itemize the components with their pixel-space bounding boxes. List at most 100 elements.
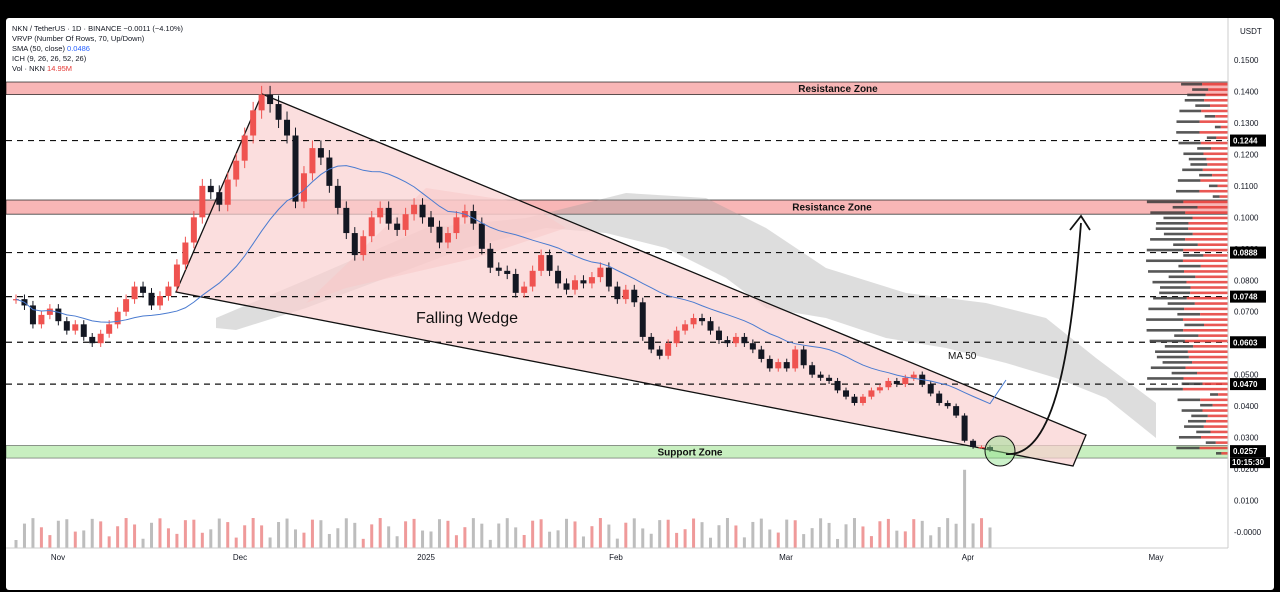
y-tick-label: 0.1000 bbox=[1234, 213, 1259, 222]
vrvp-down-51 bbox=[1177, 179, 1201, 182]
vrvp-down-37 bbox=[1183, 254, 1204, 257]
candle-body bbox=[529, 270, 536, 287]
volume-bar bbox=[641, 528, 645, 548]
vrvp-up-11 bbox=[1218, 393, 1228, 396]
vrvp-down-47 bbox=[1146, 200, 1184, 204]
vrvp-down-36 bbox=[1146, 259, 1183, 263]
volume-bar bbox=[624, 522, 628, 548]
volume-bar bbox=[836, 538, 840, 548]
vrvp-up-22 bbox=[1198, 334, 1228, 337]
volume-bar bbox=[454, 535, 458, 548]
vrvp-up-69 bbox=[1202, 82, 1228, 86]
candle-body bbox=[444, 233, 451, 243]
candle-body bbox=[55, 308, 62, 322]
price-tag-1: 0.1244 bbox=[1230, 134, 1266, 147]
candle-body bbox=[758, 349, 765, 359]
vrvp-down-13 bbox=[1181, 382, 1203, 386]
price-tag-text: 0.0470 bbox=[1233, 380, 1258, 389]
volume-bar bbox=[412, 518, 416, 548]
vrvp-down-6 bbox=[1188, 419, 1207, 423]
vrvp-down-19 bbox=[1155, 350, 1188, 353]
vrvp-down-43 bbox=[1156, 222, 1189, 225]
vrvp-up-40 bbox=[1185, 238, 1228, 241]
vrvp-up-57 bbox=[1211, 147, 1228, 150]
volume-bar bbox=[446, 520, 450, 548]
candle-body bbox=[63, 321, 70, 331]
vrvp-up-50 bbox=[1217, 184, 1228, 188]
volume-bar bbox=[293, 529, 297, 548]
vrvp-down-20 bbox=[1164, 345, 1194, 348]
price-chart[interactable]: Resistance Zone Resistance Zone Support Zo… bbox=[6, 18, 1274, 570]
volume-bar bbox=[150, 522, 154, 548]
vrvp-line: VRVP (Number Of Rows, 70, Up/Down) bbox=[12, 34, 145, 43]
volume-bar bbox=[243, 525, 247, 548]
candle-body bbox=[106, 324, 113, 334]
candle-body bbox=[910, 374, 917, 378]
candle-body bbox=[605, 267, 612, 287]
y-tick-label: 0.1400 bbox=[1234, 87, 1259, 96]
falling-wedge bbox=[175, 93, 1087, 467]
candle-body bbox=[936, 393, 943, 403]
price-tag-text: 0.1244 bbox=[1233, 137, 1258, 146]
candle-body bbox=[614, 286, 621, 300]
vrvp-down-44 bbox=[1163, 216, 1193, 220]
vrvp-down-10 bbox=[1177, 398, 1201, 402]
indicator-legend: NKN / TetherUS · 1D · BINANCE −0.0011 (−… bbox=[12, 24, 183, 74]
candle-body bbox=[665, 343, 672, 356]
candle-body bbox=[300, 173, 307, 202]
candle-body bbox=[241, 135, 248, 161]
volume-bar bbox=[971, 523, 975, 548]
vrvp-up-46 bbox=[1197, 205, 1228, 209]
volume-bar bbox=[124, 518, 128, 548]
vrvp-down-34 bbox=[1148, 270, 1185, 273]
candle-body bbox=[817, 374, 824, 378]
vrvp-up-53 bbox=[1202, 168, 1228, 172]
volume-bar bbox=[658, 520, 662, 548]
volume-bar bbox=[539, 519, 543, 548]
candle-body bbox=[732, 336, 739, 344]
volume-bar bbox=[793, 520, 797, 548]
vrvp-down-29 bbox=[1153, 296, 1187, 300]
price-tag-bg bbox=[1230, 290, 1266, 303]
vrvp-up-65 bbox=[1210, 104, 1228, 107]
volume-bar bbox=[785, 519, 789, 548]
volume-bar bbox=[277, 522, 281, 548]
vrvp-down-60 bbox=[1176, 131, 1200, 134]
tradingview-label: TradingView bbox=[19, 576, 69, 586]
vrvp-up-18 bbox=[1188, 355, 1228, 359]
cloud-band bbox=[216, 193, 1156, 438]
volume-bar bbox=[395, 536, 399, 548]
candle-body bbox=[148, 292, 155, 306]
volume-bar bbox=[378, 518, 382, 548]
candle-body bbox=[588, 277, 595, 284]
time-axis: Nov Dec 2025 Feb Mar Apr May bbox=[6, 547, 1228, 562]
y-tick-label: 0.0700 bbox=[1234, 308, 1259, 317]
candle-body bbox=[478, 223, 485, 249]
volume-bar bbox=[175, 533, 179, 548]
resistance-zone-1 bbox=[6, 81, 1229, 96]
vrvp-down-67 bbox=[1187, 93, 1206, 97]
vrvp-down-58 bbox=[1178, 141, 1201, 145]
vrvp-up-12 bbox=[1182, 387, 1228, 391]
vrvp-down-56 bbox=[1183, 152, 1204, 156]
vrvp-up-2 bbox=[1215, 441, 1228, 444]
vrvp-up-4 bbox=[1210, 430, 1228, 434]
volume-bar bbox=[497, 523, 501, 548]
volume-bar bbox=[861, 526, 865, 548]
x-tick-label: Apr bbox=[962, 553, 975, 562]
price-tag-text: 0.0603 bbox=[1233, 338, 1258, 347]
candle-body bbox=[233, 160, 240, 180]
volume-bar bbox=[39, 527, 43, 548]
vrvp-up-6 bbox=[1206, 419, 1228, 423]
candle-body bbox=[428, 217, 435, 227]
vrvp-down-68 bbox=[1192, 88, 1209, 91]
vrvp-up-66 bbox=[1204, 98, 1228, 102]
volume-bar bbox=[514, 527, 518, 548]
vrvp-down-48 bbox=[1212, 195, 1220, 198]
vrvp-down-63 bbox=[1204, 115, 1216, 118]
volume-profile bbox=[1146, 82, 1228, 455]
volume-bar bbox=[692, 518, 696, 548]
volume-bar bbox=[912, 519, 916, 548]
vrvp-up-41 bbox=[1192, 232, 1228, 236]
volume-bar bbox=[209, 529, 213, 548]
